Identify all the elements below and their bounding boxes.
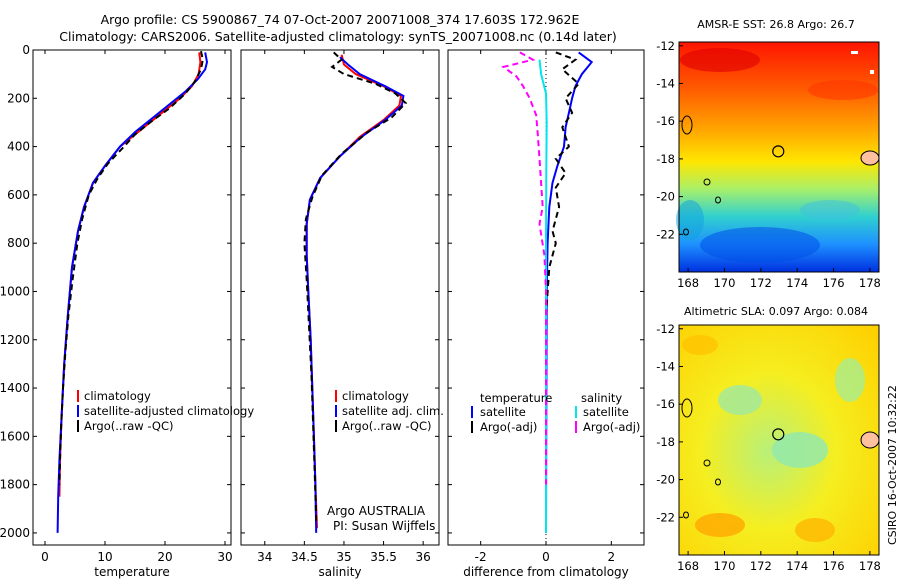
sla-map-ytick-label: -16	[656, 397, 675, 411]
salinity-profile-legend-label: climatology	[342, 389, 409, 403]
salinity-profile-xtick-label: 35.5	[370, 550, 397, 564]
sst-map-xtick-label: 178	[859, 276, 881, 290]
temperature-profile-xtick-label: 30	[217, 550, 232, 564]
series-temperature-argo-adj-	[545, 51, 581, 485]
sst-map-argo-marker	[772, 145, 785, 158]
series-argo-raw-qc-	[303, 51, 408, 521]
sst-map-xtick-label: 172	[750, 276, 772, 290]
difference-profile-xtick-label: 2	[608, 550, 616, 564]
salinity-profile-legend-label: satellite adj. clim.	[342, 404, 444, 418]
depth-tick-label: 0	[22, 43, 30, 57]
diff-legend-sal-label: Argo(-adj)	[583, 420, 640, 434]
depth-tick-label: 1200	[0, 333, 30, 347]
sla-map-ytick-label: -12	[656, 322, 675, 336]
sst-map-title: AMSR-E SST: 26.8 Argo: 26.7	[697, 18, 855, 31]
depth-tick-label: 200	[7, 91, 30, 105]
temperature-profile-xlabel: temperature	[94, 565, 169, 579]
series-satellite-adjusted-climatology	[56, 52, 209, 533]
temperature-profile-xtick-label: 10	[97, 550, 112, 564]
sst-map-ytick-label: -18	[656, 152, 675, 166]
salinity-axes	[240, 49, 440, 546]
sst-map-ytick-label: -22	[656, 227, 675, 241]
temperature-profile-xtick-label: 20	[157, 550, 172, 564]
sst-map-xtick-label: 176	[823, 276, 845, 290]
temperature-axes	[32, 49, 232, 546]
argo-institution: Argo AUSTRALIA	[327, 504, 426, 518]
depth-tick-label: 2000	[0, 526, 30, 540]
sla-map-ytick-label: -22	[656, 510, 675, 524]
diff-legend-sal-label: satellite	[583, 405, 629, 419]
sla-map-xtick-label: 174	[786, 559, 808, 573]
sst-map-xtick-label: 174	[786, 276, 808, 290]
title-line-1: Argo profile: CS 5900867_74 07-Oct-2007 …	[101, 12, 580, 27]
sla-map-ytick-label: -20	[656, 473, 675, 487]
sla-map-xtick-label: 172	[750, 559, 772, 573]
sst-map-xtick-label: 168	[677, 276, 699, 290]
sst-map-ytick-label: -20	[656, 190, 675, 204]
salinity-profile-xtick-label: 36	[416, 550, 431, 564]
diff-legend-temp-label: Argo(-adj)	[480, 420, 537, 434]
temperature-profile-legend-label: satellite-adjusted climatology	[84, 404, 254, 418]
difference-profile-xlabel: difference from climatology	[463, 565, 629, 579]
depth-tick-label: 1000	[0, 284, 30, 298]
salinity-profile-xtick-label: 35	[336, 550, 351, 564]
diff-legend-salinity-title: salinity	[581, 391, 622, 405]
temperature-profile-xtick-label: 0	[41, 550, 49, 564]
series-climatology	[305, 54, 403, 529]
salinity-profile-xtick-label: 34.5	[291, 550, 318, 564]
sst-map-ytick-label: -14	[656, 76, 675, 90]
sla-map-ytick-label: -18	[656, 435, 675, 449]
diff-legend-temp-label: satellite	[480, 405, 526, 419]
series-argo-raw-qc-	[58, 50, 204, 485]
difference-profile-xtick-label: -2	[475, 550, 487, 564]
title-line-2: Climatology: CARS2006. Satellite-adjuste…	[59, 29, 616, 44]
salinity-profile-xlabel: salinity	[318, 565, 361, 579]
sla-map-title: Altimetric SLA: 0.097 Argo: 0.084	[684, 305, 868, 318]
salinity-profile-xtick-label: 34	[257, 550, 272, 564]
depth-tick-label: 400	[7, 140, 30, 154]
sla-map-xtick-label: 176	[823, 559, 845, 573]
argo-pi: PI: Susan Wijffels	[333, 519, 435, 533]
temperature-profile-legend-label: Argo(..raw -QC)	[84, 419, 174, 433]
series-salinity-argo-adj-	[501, 51, 547, 485]
sst-map-xtick-label: 170	[713, 276, 735, 290]
salinity-profile-legend-label: Argo(..raw -QC)	[342, 419, 432, 433]
plot-layer: 0 10 20 30020040060080010001200140016001800…	[0, 39, 881, 579]
credit-stamp: CSIRO 16-Oct-2007 10:32:22	[886, 385, 899, 545]
sla-map-argo-marker	[772, 428, 785, 441]
sla-map-xtick-label: 170	[713, 559, 735, 573]
sst-map-ytick-label: -16	[656, 114, 675, 128]
series-temperature-satellite	[545, 51, 594, 533]
sst-map	[676, 41, 880, 273]
sla-map-xtick-label: 178	[859, 559, 881, 573]
diff-legend-temperature-title: temperature	[480, 391, 552, 405]
depth-tick-label: 1600	[0, 429, 30, 443]
difference-profile-xtick-label: 0	[542, 550, 550, 564]
sla-map-ytick-label: -14	[656, 359, 675, 373]
depth-tick-label: 600	[7, 188, 30, 202]
temperature-profile-legend-label: climatology	[84, 389, 151, 403]
depth-tick-label: 1800	[0, 478, 30, 492]
depth-tick-label: 1400	[0, 381, 30, 395]
series-satellite-adj-clim-	[305, 56, 405, 533]
depth-tick-label: 800	[7, 236, 30, 250]
sla-map-xtick-label: 168	[677, 559, 699, 573]
sst-map-ytick-label: -12	[656, 39, 675, 53]
